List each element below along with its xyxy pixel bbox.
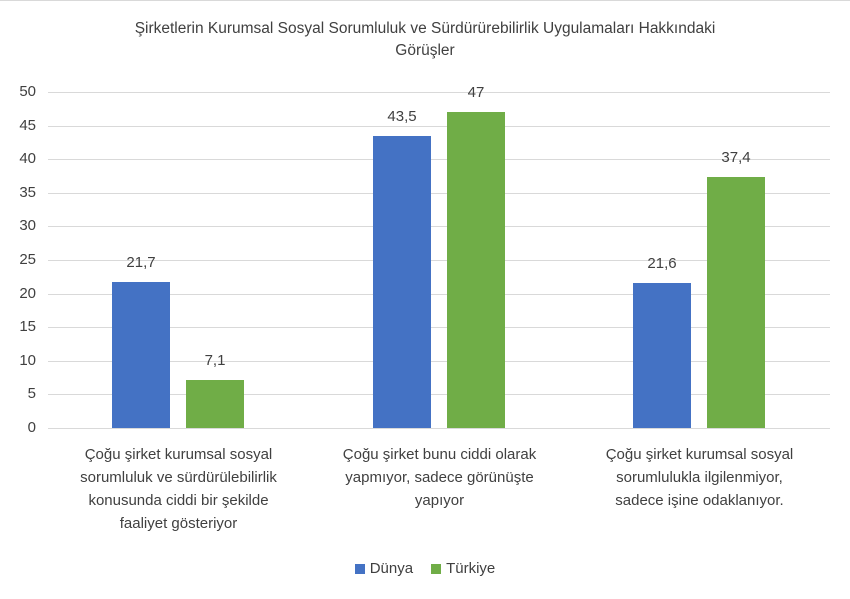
bar-dunya-2[interactable]	[373, 136, 431, 428]
gridline	[48, 294, 830, 295]
data-label: 37,4	[721, 149, 751, 166]
gridline	[48, 92, 830, 93]
bar-dunya-3[interactable]	[633, 283, 691, 428]
y-axis-tick-label: 25	[19, 251, 36, 268]
category-label-line: Çoğu şirket bunu ciddi olarak	[342, 446, 537, 463]
bar-turkiye-3[interactable]	[707, 177, 765, 428]
legend-label-dunya: Dünya	[369, 560, 414, 577]
gridline	[48, 394, 830, 395]
chart-title-line-1: Şirketlerin Kurumsal Sosyal Sorumluluk v…	[134, 20, 716, 37]
data-label: 43,5	[387, 108, 417, 125]
gridline	[48, 428, 830, 429]
category-label-line: yapmıyor, sadece görünüşte	[345, 469, 534, 486]
category-label-line: faaliyet gösteriyor	[119, 515, 238, 532]
y-axis-tick-label: 0	[27, 419, 36, 436]
y-axis-tick-label: 15	[19, 318, 36, 335]
category-label-3: Çoğu şirket kurumsal sosyal sorumlulukla…	[572, 443, 827, 512]
legend-item-turkiye[interactable]: Türkiye	[431, 560, 495, 577]
y-axis-tick-label: 10	[19, 352, 36, 369]
gridline	[48, 193, 830, 194]
data-label: 21,6	[647, 255, 677, 272]
gridline	[48, 226, 830, 227]
legend-label-turkiye: Türkiye	[446, 560, 496, 577]
bar-turkiye-1[interactable]	[186, 380, 244, 428]
data-label: 21,7	[126, 254, 156, 271]
category-label-line: yapıyor	[414, 492, 465, 509]
legend-swatch-turkiye	[431, 563, 442, 574]
y-axis-tick-label: 30	[19, 217, 36, 234]
gridline	[48, 159, 830, 160]
category-label-line: Çoğu şirket kurumsal sosyal	[84, 446, 273, 463]
y-axis-tick-label: 45	[19, 117, 36, 134]
y-axis-tick-label: 20	[19, 285, 36, 302]
category-label-line: Çoğu şirket kurumsal sosyal	[605, 446, 794, 463]
data-label: 47	[467, 84, 485, 101]
chart-title-line-2: Görüşler	[395, 42, 455, 59]
gridline	[48, 327, 830, 328]
gridline	[48, 260, 830, 261]
y-axis-tick-label: 5	[27, 385, 36, 402]
category-label-line: konusunda ciddi bir şekilde	[88, 492, 269, 509]
gridline	[48, 361, 830, 362]
gridline	[48, 126, 830, 127]
legend: Dünya Türkiye	[0, 560, 850, 577]
category-label-line: sorumlulukla ilgilenmiyor,	[616, 469, 783, 486]
y-axis-tick-label: 50	[19, 83, 36, 100]
y-axis-tick-label: 35	[19, 184, 36, 201]
legend-swatch-dunya	[354, 563, 365, 574]
chart-title: Şirketlerin Kurumsal Sosyal Sorumluluk v…	[0, 18, 850, 62]
category-label-line: sadece işine odaklanıyor.	[615, 492, 784, 509]
y-axis-tick-label: 40	[19, 150, 36, 167]
category-label-2: Çoğu şirket bunu ciddi olarak yapmıyor, …	[312, 443, 567, 512]
data-label: 7,1	[204, 352, 226, 369]
bar-dunya-1[interactable]	[112, 282, 170, 428]
category-label-1: Çoğu şirket kurumsal sosyal sorumluluk v…	[51, 443, 306, 535]
category-label-line: sorumluluk ve sürdürülebilirlik	[80, 469, 277, 486]
bar-turkiye-2[interactable]	[447, 112, 505, 428]
legend-item-dunya[interactable]: Dünya	[354, 560, 414, 577]
